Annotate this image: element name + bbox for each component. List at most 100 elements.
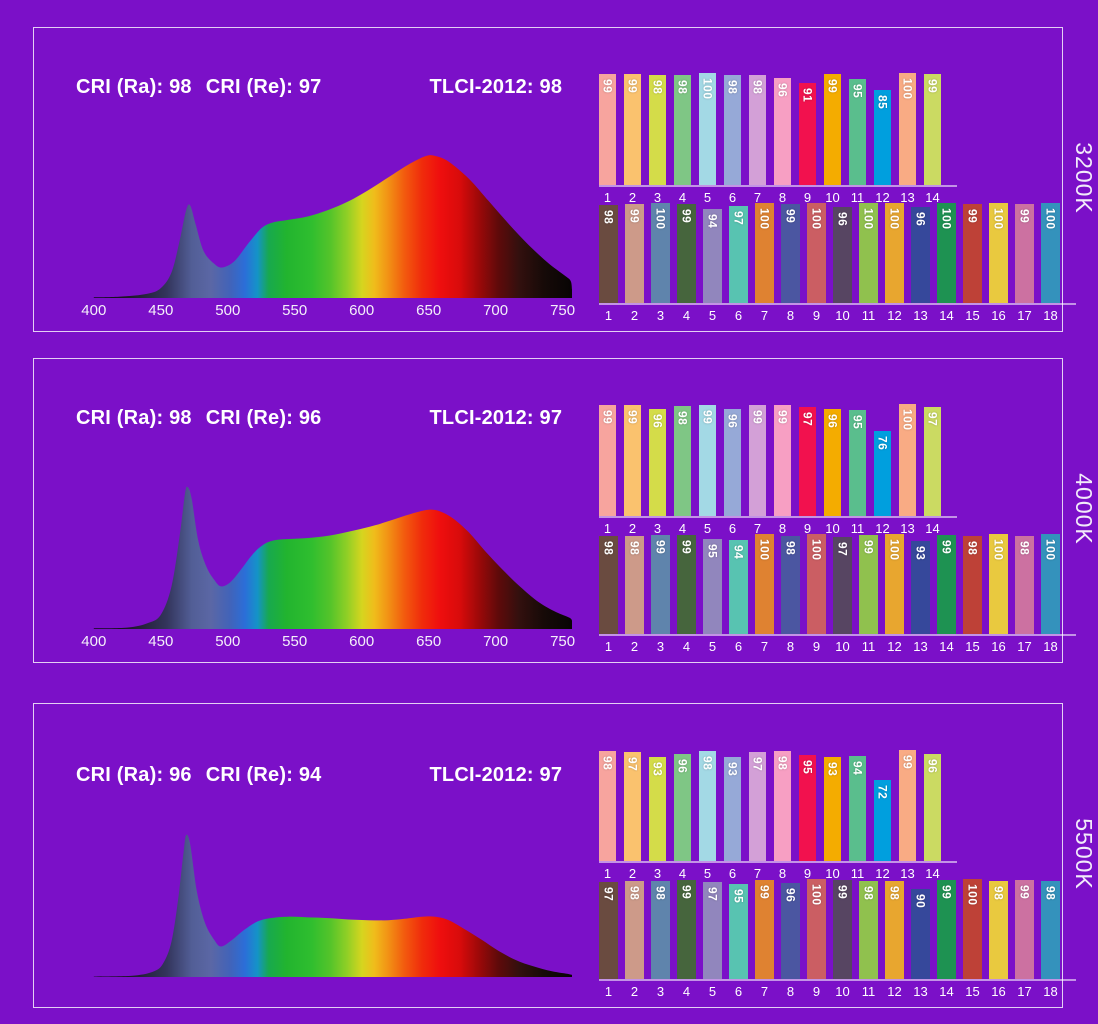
bar-index-label: 1: [603, 866, 612, 881]
bar-value: 98: [653, 886, 668, 901]
panel-4000k: CRI (Ra): 98 CRI (Re): 96 TLCI-2012: 97 …: [33, 358, 1076, 663]
bar-value: 100: [757, 208, 772, 230]
bar-index-label: 11: [861, 984, 876, 999]
temp-label-4000k: 4000K: [1071, 473, 1097, 545]
bar-sample-7: 100: [755, 203, 774, 303]
bar-value: 72: [875, 785, 890, 800]
bar-sample-5: 94: [703, 209, 722, 303]
bar-sample-2: 99: [624, 74, 641, 185]
bar-sample-11: 94: [849, 755, 866, 861]
bar-value: 96: [775, 82, 790, 97]
bar-index-label: 14: [925, 866, 940, 881]
bar-sample-14: 96: [924, 753, 941, 861]
bar-value: 99: [653, 540, 668, 555]
bar-value: 85: [875, 94, 890, 110]
bar-sample-8: 96: [781, 883, 800, 979]
bar-index-label: 16: [991, 308, 1006, 323]
bar-value: 93: [725, 761, 740, 777]
bar-sample-18: 100: [1041, 203, 1060, 303]
bar-index-label: 7: [760, 984, 769, 999]
bar-value: 100: [861, 208, 876, 230]
bar-index-label: 2: [628, 521, 637, 536]
bar-sample-8: 98: [781, 536, 800, 634]
bar-sample-17: 99: [1015, 880, 1034, 979]
bar-sample-8: 99: [781, 204, 800, 303]
axis-tick-450: 450: [148, 633, 174, 650]
bar-value: 98: [861, 886, 876, 901]
bar-value: 99: [625, 79, 640, 94]
bar-value: 100: [653, 208, 668, 230]
bar-value: 100: [900, 409, 915, 431]
bar-index-label: 13: [913, 308, 928, 323]
bar-index-label: 9: [803, 521, 812, 536]
bar-value: 99: [965, 209, 980, 224]
axis-tick-500: 500: [215, 633, 241, 650]
bar-value: 98: [601, 541, 616, 556]
bar-value: 98: [965, 541, 980, 556]
bar-index-label: 15: [965, 639, 980, 654]
bar-sample-6: 95: [729, 884, 748, 979]
bar-value: 97: [800, 412, 815, 427]
bar-sample-14: 97: [924, 407, 941, 516]
bar-sample-9: 100: [807, 534, 826, 634]
bar-value: 97: [835, 542, 850, 557]
bar-index-label: 8: [778, 521, 787, 536]
bar-sample-4: 99: [677, 535, 696, 634]
stats-row-3200k: CRI (Ra): 98 CRI (Re): 97 TLCI-2012: 98: [76, 76, 562, 99]
bar-index-label: 6: [734, 308, 743, 323]
bar-sample-13: 99: [899, 750, 916, 861]
bar-value: 100: [1043, 208, 1058, 230]
bar-sample-1: 98: [599, 205, 618, 303]
bar-sample-13: 100: [899, 73, 916, 185]
bar-value: 95: [800, 759, 815, 774]
bar-sample-4: 99: [677, 880, 696, 979]
bar-value: 96: [675, 758, 690, 773]
bar-index-label: 9: [812, 639, 821, 654]
bar-index-label: 3: [656, 308, 665, 323]
bar-value: 97: [601, 887, 616, 902]
bar-sample-9: 100: [807, 879, 826, 979]
bar-index-label: 7: [753, 866, 762, 881]
bar-sample-1: 98: [599, 751, 616, 861]
bar-value: 95: [705, 544, 720, 559]
stats-row-5500k: CRI (Ra): 96 CRI (Re): 94 TLCI-2012: 97: [76, 764, 562, 787]
bar-index-label: 3: [656, 984, 665, 999]
bar-sample-5: 99: [699, 405, 716, 516]
spectrum-chart: [63, 148, 572, 300]
bar-sample-6: 94: [729, 540, 748, 634]
bar-value: 94: [731, 545, 746, 560]
bar-value: 99: [775, 410, 790, 425]
bar-index-label: 14: [939, 308, 954, 323]
bar-value: 95: [850, 83, 865, 98]
bar-sample-2: 99: [625, 204, 644, 303]
bar-index-label: 6: [728, 190, 737, 205]
bar-value: 100: [809, 539, 824, 561]
bar-value: 98: [650, 80, 665, 95]
bar-value: 94: [850, 760, 865, 776]
bar-sample-3: 98: [651, 881, 670, 979]
cri-r14-bar-chart: 99 99 98 98 100 98 98 96 91 99 95 85 100: [599, 73, 957, 205]
bar-sample-12: 72: [874, 780, 891, 861]
bar-index-label: 5: [703, 190, 712, 205]
bar-sample-10: 99: [824, 74, 841, 185]
bar-sample-18: 98: [1041, 881, 1060, 979]
bar-sample-14: 99: [937, 535, 956, 634]
bar-index-label: 16: [991, 639, 1006, 654]
axis-tick-600: 600: [349, 302, 375, 319]
bar-sample-10: 96: [824, 408, 841, 516]
bar-index-label: 11: [861, 308, 876, 323]
bar-index-label: 13: [913, 984, 928, 999]
bar-index-label: 17: [1017, 984, 1032, 999]
bar-sample-11: 100: [859, 203, 878, 303]
bar-sample-13: 90: [911, 889, 930, 979]
cri-re-value: CRI (Re): 97: [205, 76, 322, 98]
bar-sample-12: 100: [885, 203, 904, 303]
bar-index-label: 16: [991, 984, 1006, 999]
bar-index-label: 10: [835, 639, 850, 654]
bar-sample-1: 97: [599, 882, 618, 979]
cri-ra-value: CRI (Ra): 96: [76, 764, 192, 786]
bar-index-label: 18: [1043, 308, 1058, 323]
bar-value: 98: [1017, 541, 1032, 556]
bar-index-label: 9: [803, 866, 812, 881]
bar-value: 99: [783, 209, 798, 224]
